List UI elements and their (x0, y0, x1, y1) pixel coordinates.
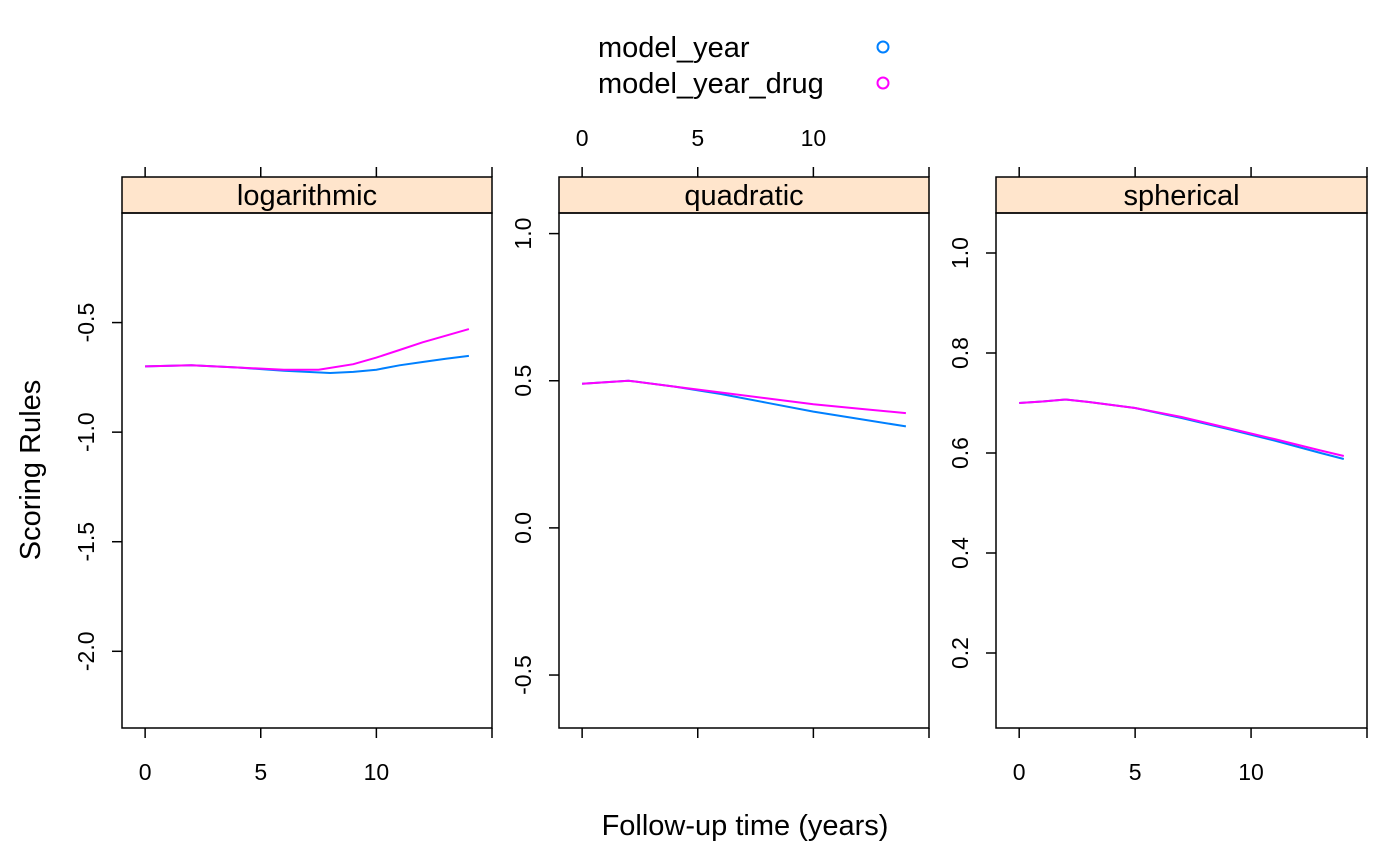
y-tick-label: 0.5 (510, 365, 536, 397)
legend-marker (876, 40, 890, 54)
y-axis-label: Scoring Rules (15, 380, 47, 561)
x-tick-label: 0 (1013, 759, 1026, 785)
panel-title: logarithmic (237, 180, 377, 212)
x-tick-label: 5 (1129, 759, 1142, 785)
legend-marker (876, 76, 890, 90)
x-tick-label: 0 (139, 759, 152, 785)
panel-spherical: spherical 0 5 10 0.2 0.4 0.6 0.8 1.0 (947, 167, 1368, 785)
y-tick-label: 0.6 (947, 437, 973, 469)
series-line-model_year (582, 379, 907, 428)
y-tick-label: 1.0 (947, 237, 973, 269)
x-tick-label: 10 (364, 759, 390, 785)
series-line-model_year_drug (582, 379, 906, 415)
legend-label: model_year (598, 32, 750, 64)
panel-title: spherical (1123, 180, 1239, 212)
x-tick-label: 0 (576, 125, 589, 151)
legend-label: model_year_drug (598, 68, 824, 100)
series-line-model_year_drug (145, 328, 470, 371)
y-tick-label: -2.0 (73, 631, 99, 671)
y-tick-label: 1.0 (510, 218, 536, 250)
y-tick-label: -0.5 (73, 303, 99, 343)
y-tick-label: 0.8 (947, 337, 973, 369)
legend: model_year model_year_drug (598, 32, 890, 100)
plot-frame (995, 212, 1368, 729)
y-tick-label: -0.5 (510, 655, 536, 695)
series-line-model_year_drug (1019, 398, 1345, 457)
x-tick-label: 5 (254, 759, 267, 785)
y-tick-label: -1.5 (73, 522, 99, 562)
x-tick-label: 10 (1238, 759, 1264, 785)
panel-strip (121, 176, 493, 214)
plot-frame (121, 212, 493, 729)
series-line-model_year (1019, 398, 1345, 460)
y-tick-label: 0.0 (510, 512, 536, 544)
y-tick-label: -1.0 (73, 412, 99, 452)
y-tick-label: 0.4 (947, 537, 973, 569)
x-tick-label: 10 (801, 125, 827, 151)
plot-frame (558, 212, 930, 729)
x-tick-label: 5 (691, 125, 704, 151)
y-tick-label: 0.2 (947, 637, 973, 669)
panel-title: quadratic (684, 180, 803, 212)
panel-quadratic: quadratic 0 5 10 -0.5 0.0 0.5 1.0 (510, 125, 930, 738)
panel-logarithmic: logarithmic 0 5 10 -2.0 -1.5 -1.0 -0.5 (73, 167, 493, 785)
x-axis-label: Follow-up time (years) (602, 810, 889, 842)
